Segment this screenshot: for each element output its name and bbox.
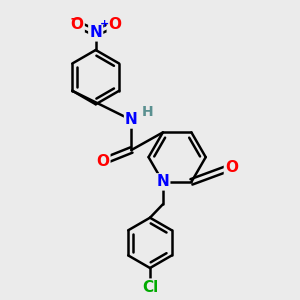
Text: O: O [96,154,110,169]
Text: O: O [225,160,238,175]
Text: Cl: Cl [142,280,158,295]
Text: N: N [125,112,138,128]
Text: H: H [141,105,153,119]
Text: −: − [69,11,81,25]
Text: O: O [108,17,121,32]
Text: +: + [100,19,109,28]
Text: N: N [157,174,169,189]
Text: N: N [89,26,102,40]
Text: O: O [70,17,84,32]
